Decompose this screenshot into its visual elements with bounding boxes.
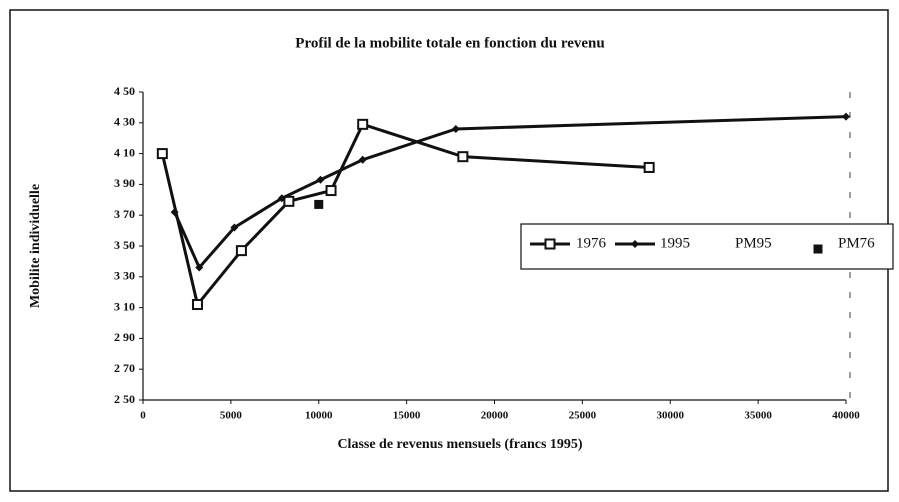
- legend-label: 1976: [576, 235, 607, 251]
- x-tick-label: 25000: [569, 410, 597, 422]
- y-tick-label: 3 30: [114, 269, 135, 283]
- series-line: [173, 115, 847, 271]
- marker: [358, 155, 367, 164]
- x-tick-label: 30000: [657, 410, 685, 422]
- y-tick-label: 3 50: [114, 238, 135, 252]
- y-tick-label: 4 50: [114, 84, 135, 98]
- x-tick-label: 20000: [481, 410, 509, 422]
- chart-title: Profil de la mobilite totale en fonction…: [295, 35, 604, 51]
- y-tick-label: 2 50: [114, 392, 135, 406]
- y-tick-label: 3 70: [114, 207, 135, 221]
- marker: [643, 161, 655, 173]
- marker: [631, 240, 639, 248]
- y-tick-label: 3 10: [114, 299, 135, 313]
- marker: [451, 124, 460, 133]
- y-tick-label: 2 90: [114, 330, 135, 344]
- marker: [191, 299, 203, 311]
- marker: [813, 244, 823, 254]
- marker: [195, 263, 204, 272]
- marker: [156, 148, 168, 160]
- y-axis-label: Mobilite individuelle: [28, 184, 43, 308]
- marker: [283, 195, 295, 207]
- y-tick-label: 4 30: [114, 115, 135, 129]
- marker: [314, 199, 324, 209]
- x-tick-label: 5000: [220, 410, 243, 422]
- x-tick-label: 15000: [393, 410, 421, 422]
- series-line: [160, 122, 650, 308]
- legend-label: 1995: [660, 235, 690, 251]
- y-tick-label: 3 90: [114, 176, 135, 190]
- marker: [457, 151, 469, 163]
- y-tick-label: 4 10: [114, 145, 135, 159]
- legend-label: PM95: [735, 235, 772, 251]
- marker: [277, 194, 286, 203]
- x-tick-label: 0: [140, 410, 146, 422]
- x-tick-label: 40000: [832, 410, 860, 422]
- marker: [316, 175, 325, 184]
- marker: [544, 238, 556, 250]
- marker: [230, 223, 239, 232]
- x-tick-label: 35000: [744, 410, 772, 422]
- marker: [170, 208, 179, 217]
- marker: [357, 118, 369, 130]
- y-tick-label: 2 70: [114, 361, 135, 375]
- legend-box: [520, 223, 894, 270]
- x-axis-label: Classe de revenus mensuels (francs 1995): [337, 437, 582, 452]
- legend-label: PM76: [838, 235, 875, 251]
- marker: [235, 245, 247, 257]
- marker: [325, 185, 337, 197]
- x-tick-label: 10000: [305, 410, 333, 422]
- marker: [842, 112, 850, 121]
